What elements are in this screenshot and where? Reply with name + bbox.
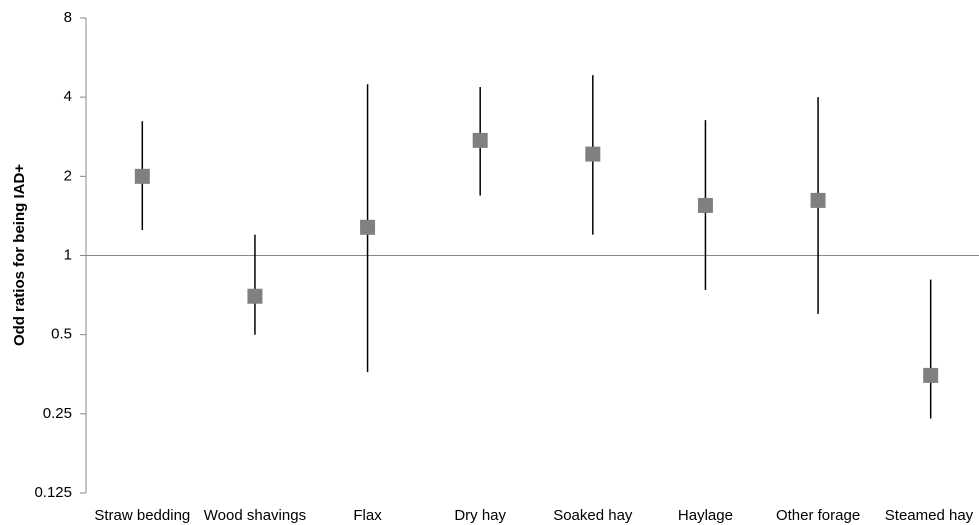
y-tick-label: 2 [64, 167, 72, 184]
y-tick-label: 0.25 [43, 405, 72, 422]
point [810, 192, 826, 208]
x-tick-label: Haylage [678, 507, 733, 524]
point [472, 132, 488, 148]
y-tick-label: 1 [64, 246, 72, 263]
x-tick-label: Steamed hay [885, 507, 974, 524]
y-tick-label: 0.125 [34, 484, 72, 501]
x-tick-label: Dry hay [454, 507, 506, 524]
x-tick-label: Soaked hay [553, 507, 633, 524]
point [360, 219, 376, 235]
x-tick-label: Wood shavings [204, 507, 306, 524]
point [923, 367, 939, 383]
point [134, 168, 150, 184]
x-tick-label: Straw bedding [94, 507, 190, 524]
y-tick-label: 0.5 [51, 326, 72, 343]
point [585, 146, 601, 162]
y-tick-label: 8 [64, 9, 72, 26]
x-tick-label: Flax [353, 507, 382, 524]
y-axis-label: Odd ratios for being IAD+ [11, 164, 28, 346]
x-tick-label: Other forage [776, 507, 860, 524]
y-tick-label: 4 [64, 88, 72, 105]
point [697, 197, 713, 213]
point [247, 288, 263, 304]
